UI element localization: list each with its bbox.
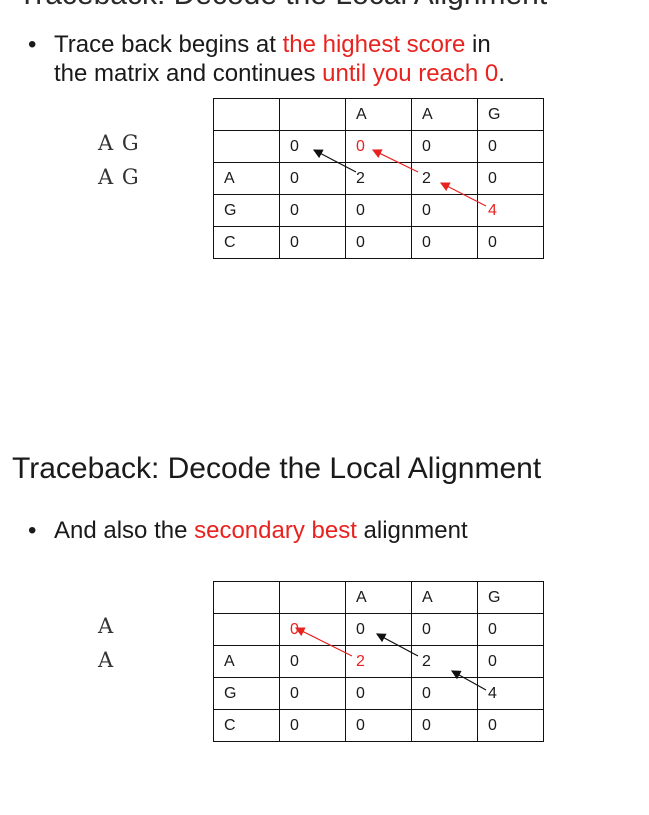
matrix-header-cell: [213, 98, 280, 131]
matrix-header-cell: C: [213, 709, 280, 742]
matrix-cell: 0: [279, 194, 346, 227]
bottom-slide-title: Traceback: Decode the Local Alignment: [12, 452, 542, 485]
matrix-header-cell: [279, 581, 346, 614]
matrix-header-cell: G: [213, 194, 280, 227]
matrix-header-cell: A: [345, 581, 412, 614]
matrix-header-cell: A: [213, 162, 280, 195]
matrix-cell: 0: [345, 709, 412, 742]
matrix-cell: 2: [411, 645, 478, 678]
matrix-cell: 2: [411, 162, 478, 195]
matrix-header-cell: A: [213, 645, 280, 678]
matrix-cell: 0: [411, 194, 478, 227]
matrix-cell: 0: [477, 226, 544, 259]
bullet-line-1: Trace back begins at the highest score i…: [54, 31, 491, 58]
matrix-cell: 0: [411, 709, 478, 742]
matrix-cell: 0: [411, 226, 478, 259]
matrix-header-cell: G: [477, 581, 544, 614]
matrix-cell: 0: [411, 677, 478, 710]
matrix-cell: 0: [345, 130, 412, 163]
matrix-cell: 0: [279, 226, 346, 259]
matrix-cell: 0: [279, 613, 346, 646]
matrix-header-cell: [213, 130, 280, 163]
matrix-header-cell: [213, 613, 280, 646]
matrix-header-cell: A: [411, 98, 478, 131]
matrix-cell: 0: [477, 645, 544, 678]
bullet-dot: •: [28, 517, 37, 544]
matrix-header-cell: [279, 98, 346, 131]
bottom-alignment-seq-1: A: [98, 614, 115, 638]
matrix-cell: 4: [477, 677, 544, 710]
matrix-header-cell: A: [411, 581, 478, 614]
matrix-cell: 0: [477, 162, 544, 195]
matrix-cell: 2: [345, 162, 412, 195]
matrix-cell: 0: [279, 162, 346, 195]
highlight-highest-score: the highest score: [282, 31, 466, 58]
bottom-alignment-seq-2: A: [98, 648, 115, 672]
matrix-header-cell: G: [213, 677, 280, 710]
matrix-cell: 0: [279, 645, 346, 678]
matrix-cell: 0: [477, 613, 544, 646]
matrix-cell: 0: [477, 709, 544, 742]
matrix-header-cell: A: [345, 98, 412, 131]
matrix-cell: 0: [345, 677, 412, 710]
matrix-cell: 0: [345, 226, 412, 259]
matrix-header-cell: C: [213, 226, 280, 259]
bullet-line: And also the secondary best alignment: [54, 517, 468, 544]
bullet-dot: •: [28, 31, 37, 58]
bullet-line-2: the matrix and continues until you reach…: [54, 60, 505, 87]
matrix-cell: 0: [411, 613, 478, 646]
matrix-cell: 0: [279, 130, 346, 163]
matrix-header-cell: [213, 581, 280, 614]
matrix-cell: 0: [411, 130, 478, 163]
matrix-cell: 0: [279, 709, 346, 742]
matrix-cell: 0: [345, 613, 412, 646]
top-slide-title: Traceback: Decode the Local Alignment: [18, 0, 547, 12]
matrix-cell: 2: [345, 645, 412, 678]
top-alignment-seq-2: A G: [98, 165, 140, 189]
matrix-header-cell: G: [477, 98, 544, 131]
matrix-cell: 0: [279, 677, 346, 710]
matrix-cell: 0: [345, 194, 412, 227]
highlight-secondary-best: secondary best: [194, 517, 357, 544]
highlight-until-zero: until you reach 0: [322, 60, 499, 87]
matrix-cell: 0: [477, 130, 544, 163]
top-alignment-seq-1: A G: [98, 131, 140, 155]
matrix-cell: 4: [477, 194, 544, 227]
